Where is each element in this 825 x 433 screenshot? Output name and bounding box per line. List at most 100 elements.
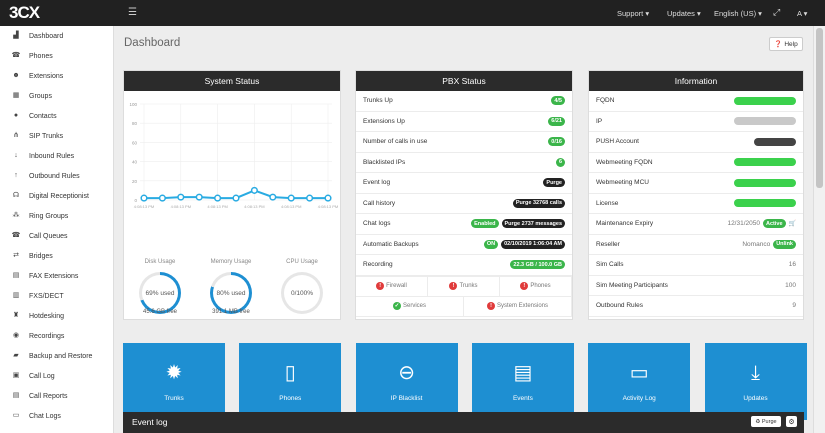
support-menu[interactable]: Support ▾ — [617, 9, 650, 18]
cpu-usage-gauge: 0/100% — [281, 272, 323, 314]
sidebar-item-extensions[interactable]: ☻ Extensions — [0, 66, 113, 86]
headset-icon: ☊ — [12, 192, 20, 199]
health-check-system-extensions[interactable]: ! System Extensions — [464, 296, 572, 317]
event-log-title: Event log — [132, 417, 168, 427]
sidebar-item-bridges[interactable]: ⇄ Bridges — [0, 246, 113, 266]
tile-label: Activity Log — [622, 395, 656, 402]
main-content: Dashboard ❓ Help System Status 100 80 60 40 2… — [114, 26, 813, 433]
error-icon: ! — [376, 282, 385, 290]
information-row: Webmeeting MCU — [589, 173, 803, 194]
tile-label: Updates — [743, 395, 768, 402]
sidebar-item-label: Backup and Restore — [29, 352, 93, 360]
tile-trunks[interactable]: ✹ Trunks — [123, 343, 225, 420]
sidebar-item-fax-extensions[interactable]: ▤ FAX Extensions — [0, 266, 113, 286]
sidebar-item-dashboard[interactable]: ▟ Dashboard — [0, 26, 113, 46]
sidebar-item-digital-receptionist[interactable]: ☊ Digital Receptionist — [0, 186, 113, 206]
information-row: Sim Meeting Participants 100 — [589, 276, 803, 296]
pbx-status-panel: PBX Status Trunks Up 4/5 Extensions Up 6/21… — [355, 70, 573, 320]
sidebar-item-outbound-rules[interactable]: ↑ Outbound Rules — [0, 166, 113, 186]
usage-data-point — [232, 194, 240, 202]
user-menu[interactable]: A ▾ — [797, 9, 808, 18]
event-log-purge-button[interactable]: ♻ Purge — [751, 416, 781, 427]
purge-badge[interactable]: Purge 2737 messages — [501, 219, 565, 229]
sidebar-item-call-log[interactable]: ▣ Call Log — [0, 366, 113, 386]
redacted-value — [734, 117, 796, 126]
health-check-firewall[interactable]: ! Firewall — [356, 276, 428, 297]
information-row-value-wrap: 9 — [792, 302, 796, 309]
bar-chart-icon: ▟ — [13, 32, 19, 39]
mobile-phone-icon: ▯ — [284, 362, 296, 384]
tile-updates[interactable]: ⤓ Updates — [704, 343, 807, 420]
information-row-label: Reseller — [596, 240, 620, 248]
event-log-settings-icon[interactable]: ⚙ — [786, 416, 797, 427]
pbx-row-badges: 6/21 — [548, 116, 565, 126]
document-icon: ▤ — [513, 362, 533, 384]
pbx-status-row: Recording 22.3 GB / 100.0 GB — [356, 255, 572, 276]
pbx-row-label: Call history — [363, 199, 396, 207]
sidebar-item-backup-and-restore[interactable]: ▰ Backup and Restore — [0, 346, 113, 366]
sidebar-item-groups[interactable]: ▦ Groups — [0, 86, 113, 106]
pbx-row-label: Extensions Up — [363, 117, 405, 125]
health-check-phones[interactable]: ! Phones — [500, 276, 572, 297]
help-button[interactable]: ❓ Help — [769, 37, 803, 51]
sidebar-item-label: Ring Groups — [29, 212, 69, 220]
tile-events[interactable]: ▤ Events — [471, 343, 574, 420]
cart-icon[interactable]: 🛒 — [788, 221, 796, 228]
sidebar-item-recordings[interactable]: ◉ Recordings — [0, 326, 113, 346]
sidebar-item-call-reports[interactable]: ▤ Call Reports — [0, 386, 113, 406]
memory-usage-label: Memory Usage — [210, 259, 252, 265]
event-log-header: Event log ♻ Purge ⚙ — [123, 412, 804, 433]
sitemap-icon: ⋔ — [13, 132, 19, 139]
tile-phones[interactable]: ▯ Phones — [239, 343, 342, 420]
health-check-label: Phones — [530, 283, 551, 289]
pbx-row-badges: 4/5 — [551, 96, 565, 106]
hotdesk-icon: ♜ — [12, 312, 20, 319]
information-row-value: 12/31/2050 — [727, 220, 760, 228]
information-row-label: IP — [596, 117, 603, 125]
tile-activity-log[interactable]: ▭ Activity Log — [588, 343, 691, 420]
sidebar-item-label: Recordings — [29, 332, 65, 340]
status-badge: 6 — [555, 157, 565, 167]
unlink-badge[interactable]: Unlink — [773, 239, 796, 249]
information-row-label: Webmeeting MCU — [596, 179, 649, 187]
language-menu[interactable]: English (US) ▾ — [714, 9, 762, 18]
sidebar-item-phones[interactable]: ☎ Phones — [0, 46, 113, 66]
sidebar-item-fxs-dect[interactable]: ▥ FXS/DECT — [0, 286, 113, 306]
redacted-value — [734, 178, 796, 187]
updates-menu[interactable]: Updates ▾ — [667, 9, 701, 18]
information-row: Maintenance Expiry 12/31/2050 Active 🛒 — [589, 214, 803, 235]
arrow-up-icon: ↑ — [14, 172, 18, 179]
pbx-row-label: Trunks Up — [363, 97, 393, 105]
sidebar-item-chat-logs[interactable]: ▭ Chat Logs — [0, 406, 113, 426]
menu-toggle-icon[interactable]: ☰ — [128, 7, 137, 18]
health-check-services[interactable]: ✓ Services — [356, 296, 464, 317]
sidebar-item-label: FXS/DECT — [29, 292, 64, 300]
tile-ip-blacklist[interactable]: ⊖ IP Blacklist — [355, 343, 458, 420]
sidebar-item-call-queues[interactable]: ☎ Call Queues — [0, 226, 113, 246]
sidebar-item-label: Call Reports — [29, 392, 68, 400]
scrollbar-thumb[interactable] — [816, 28, 823, 188]
sidebar-item-inbound-rules[interactable]: ↓ Inbound Rules — [0, 146, 113, 166]
sidebar-item-contacts[interactable]: ● Contacts — [0, 106, 113, 126]
fullscreen-icon[interactable]: ⤢ — [773, 7, 781, 17]
sidebar-item-label: Groups — [29, 92, 52, 100]
sidebar-item-hotdesking[interactable]: ♜ Hotdesking — [0, 306, 113, 326]
purge-badge[interactable]: Purge — [543, 178, 565, 188]
sidebar-item-sip-trunks[interactable]: ⋔ SIP Trunks — [0, 126, 113, 146]
sidebar-item-ring-groups[interactable]: ⁂ Ring Groups — [0, 206, 113, 226]
information-row: Outbound Rules 9 — [589, 296, 803, 317]
information-row: Reseller Nomanco Unlink — [589, 235, 803, 255]
information-row-label: Webmeeting FQDN — [596, 158, 653, 166]
y-tick-label: 20 — [132, 179, 138, 184]
memory-free: 391.1 MB free — [212, 309, 250, 315]
purge-badge[interactable]: Purge 32768 calls — [512, 198, 565, 208]
chat-icon: ▭ — [12, 412, 20, 419]
app-logo[interactable]: 3CX — [9, 3, 40, 22]
pbx-row-label: Number of calls in use — [363, 138, 428, 146]
disk-usage-gauge: 69% used — [139, 272, 181, 314]
page-scrollbar[interactable] — [813, 26, 825, 433]
sidebar-item-label: Dashboard — [29, 32, 64, 40]
health-check-trunks[interactable]: ! Trunks — [428, 276, 500, 297]
health-check-label: Trunks — [459, 283, 478, 289]
usage-data-point — [214, 194, 222, 202]
